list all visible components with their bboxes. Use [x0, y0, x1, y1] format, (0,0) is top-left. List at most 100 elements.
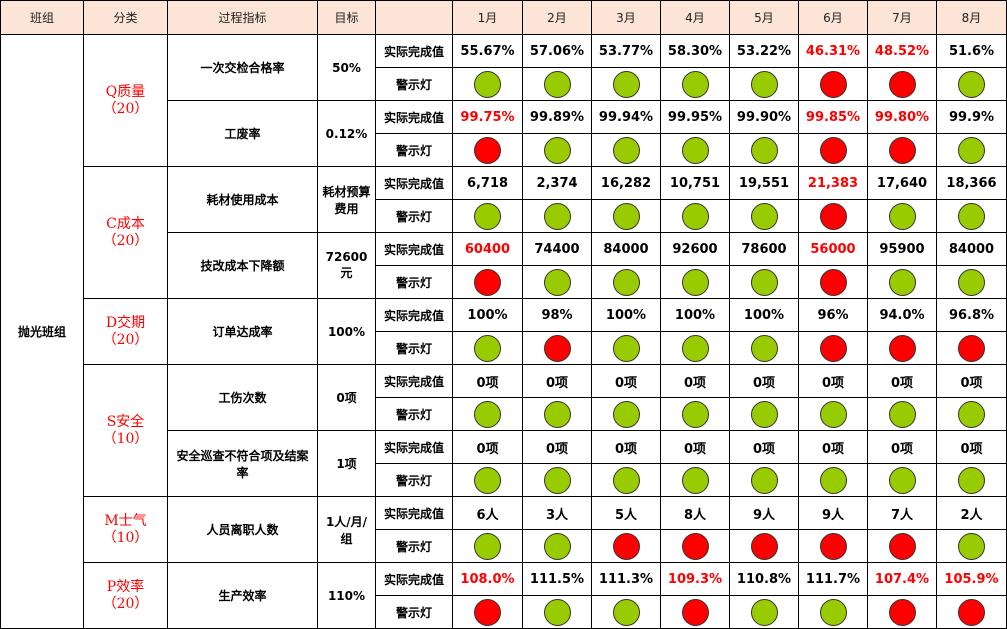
metric-target: 1人/月/组 — [317, 496, 376, 563]
light-cell — [798, 265, 868, 299]
green-light-icon — [474, 202, 501, 230]
light-cell — [660, 265, 730, 299]
light-cell — [452, 265, 523, 299]
green-light-icon — [474, 400, 501, 428]
actual-value: 108.0% — [452, 562, 523, 596]
light-cell — [867, 199, 937, 233]
header-month: 7月 — [867, 0, 937, 35]
green-light-icon — [543, 598, 571, 626]
actual-value: 74400 — [522, 232, 592, 266]
actual-value: 111.7% — [798, 562, 868, 596]
green-light-icon — [612, 334, 640, 362]
actual-value: 8人 — [660, 496, 730, 530]
team-name: 抛光班组 — [0, 34, 84, 629]
green-light-icon — [750, 70, 778, 98]
light-cell — [591, 133, 661, 167]
green-light-icon — [612, 70, 640, 98]
light-cell — [452, 331, 523, 365]
green-light-icon — [958, 202, 985, 230]
green-light-icon — [474, 70, 501, 98]
light-label: 警示灯 — [375, 529, 453, 563]
red-light-icon — [888, 532, 916, 560]
light-row: 警示灯 — [1, 397, 1007, 431]
actual-value: 0项 — [522, 364, 592, 398]
green-light-icon — [750, 334, 778, 362]
light-cell — [936, 133, 1007, 167]
green-light-icon — [958, 136, 985, 164]
actual-value: 5人 — [591, 496, 661, 530]
header-month: 4月 — [660, 0, 730, 35]
light-label: 警示灯 — [375, 67, 453, 101]
metric-target: 耗材预算费用 — [317, 166, 376, 233]
light-cell — [798, 199, 868, 233]
light-cell — [522, 265, 592, 299]
light-cell — [729, 397, 799, 431]
light-cell — [591, 463, 661, 497]
light-cell — [452, 199, 523, 233]
light-cell — [452, 133, 523, 167]
green-light-icon — [612, 202, 640, 230]
actual-value: 105.9% — [936, 562, 1007, 596]
metric-target: 110% — [317, 562, 376, 629]
actual-value: 18,366 — [936, 166, 1007, 200]
actual-value: 111.5% — [522, 562, 592, 596]
actual-value: 110.8% — [729, 562, 799, 596]
metric-target: 100% — [317, 298, 376, 365]
light-row: 警示灯 — [1, 595, 1007, 629]
actual-row: 安全巡查不符合项及结案率 1项 实际完成值 0项 0项 0项 0项 0项 0项 0项 0项 — [1, 430, 1007, 497]
green-light-icon — [543, 268, 571, 296]
light-cell — [729, 463, 799, 497]
actual-value: 0项 — [591, 430, 661, 464]
red-light-icon — [819, 70, 847, 98]
green-light-icon — [612, 598, 640, 626]
metric-name: 人员离职人数 — [167, 496, 318, 563]
green-light-icon — [958, 532, 985, 560]
header-metric: 过程指标 — [167, 0, 318, 35]
light-cell — [867, 397, 937, 431]
light-cell — [591, 529, 661, 563]
light-cell — [522, 595, 592, 629]
actual-value: 51.6% — [936, 34, 1007, 68]
green-light-icon — [888, 466, 916, 494]
light-label: 警示灯 — [375, 463, 453, 497]
light-cell — [522, 397, 592, 431]
actual-value: 2人 — [936, 496, 1007, 530]
light-cell — [452, 529, 523, 563]
light-row: 警示灯 — [1, 529, 1007, 563]
actual-row: C成本 （20） 耗材使用成本 耗材预算费用 实际完成值 6,718 2,374 16,282… — [1, 166, 1007, 299]
category-cell: M士气 （10） — [83, 496, 168, 563]
green-light-icon — [958, 466, 985, 494]
actual-value: 99.75% — [452, 100, 523, 134]
category-name: P效率 — [106, 578, 145, 595]
actual-row: S安全 （10） 工伤次数 0项 实际完成值 0项 0项 0项 0项 0项 0项 0项 0项 — [1, 364, 1007, 497]
actual-value: 0项 — [522, 430, 592, 464]
actual-value: 17,640 — [867, 166, 937, 200]
red-light-icon — [888, 136, 916, 164]
actual-label: 实际完成值 — [375, 298, 453, 332]
light-cell — [936, 265, 1007, 299]
actual-value: 99.85% — [798, 100, 868, 134]
green-light-icon — [750, 136, 778, 164]
green-light-icon — [750, 598, 778, 626]
green-light-icon — [474, 532, 501, 560]
category-weight: （10） — [102, 430, 149, 447]
actual-value: 100% — [591, 298, 661, 332]
header-team: 班组 — [0, 0, 84, 35]
actual-value: 99.90% — [729, 100, 799, 134]
light-row: 警示灯 — [1, 265, 1007, 299]
category-weight: （20） — [102, 232, 149, 249]
light-cell — [798, 397, 868, 431]
green-light-icon — [612, 466, 640, 494]
light-cell — [660, 67, 730, 101]
actual-value: 100% — [660, 298, 730, 332]
category-weight: （10） — [102, 529, 149, 546]
actual-row: D交期 （20） 订单达成率 100% 实际完成值 100% 98% 100% 100% 100%… — [1, 298, 1007, 365]
actual-value: 0项 — [867, 430, 937, 464]
metric-target: 0项 — [317, 364, 376, 431]
light-cell — [591, 67, 661, 101]
green-light-icon — [681, 400, 709, 428]
red-light-icon — [819, 202, 847, 230]
actual-row: 工废率 0.12% 实际完成值 99.75% 99.89% 99.94% 99.95% 99.… — [1, 100, 1007, 167]
light-cell — [452, 463, 523, 497]
green-light-icon — [750, 466, 778, 494]
